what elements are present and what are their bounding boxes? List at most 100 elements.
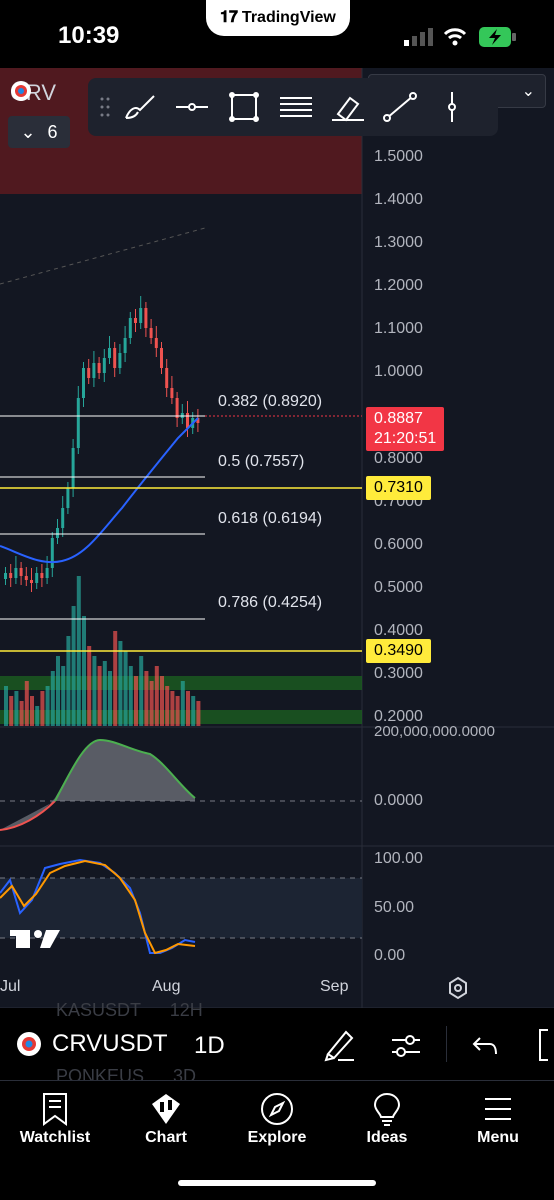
chart-symbol-header[interactable]: CRV xyxy=(10,80,56,106)
time-label: Aug xyxy=(152,978,181,995)
candle-body xyxy=(102,358,106,373)
volume-bar xyxy=(149,681,154,726)
fib-retracement-tool-button[interactable] xyxy=(274,85,318,129)
tab-label: Explore xyxy=(247,1129,307,1146)
candle-body xyxy=(196,418,200,423)
trendline-tool-button[interactable] xyxy=(378,85,422,129)
drawing-toolbar xyxy=(88,78,498,136)
chart-area[interactable]: CRV ⌄ 6 ⌄ 1.5000 1.4000 1.3000 1.2000 1.… xyxy=(0,68,554,1008)
crv-coin-icon xyxy=(17,1032,41,1056)
level-badge-high: 0.7310 xyxy=(366,476,431,500)
volume-bar xyxy=(186,691,190,726)
volume-bar xyxy=(134,676,138,726)
last-price-value: 0.8887 xyxy=(374,410,423,427)
dropdown-chevron-icon: ⌄ xyxy=(521,83,535,100)
volume-bar xyxy=(50,671,55,726)
toolbar-divider xyxy=(446,1026,447,1062)
oscillator-line-negative xyxy=(0,800,56,831)
compass-icon xyxy=(261,1093,293,1125)
tab-ideas[interactable]: Ideas xyxy=(337,1089,437,1147)
tab-chart[interactable]: Chart xyxy=(116,1089,216,1147)
price-label: 1.0000 xyxy=(374,363,423,380)
candle-body xyxy=(97,363,101,373)
vertical-line-icon xyxy=(448,92,456,122)
brush-tool-button[interactable] xyxy=(118,85,162,129)
candle-body xyxy=(160,348,163,368)
volume-bar xyxy=(196,701,201,726)
volume-bar xyxy=(35,706,40,726)
volume-bar xyxy=(45,686,50,726)
candle-body xyxy=(35,573,39,583)
tab-label: Watchlist xyxy=(19,1129,91,1146)
highlighter-icon xyxy=(332,96,364,122)
candle-body xyxy=(134,318,137,323)
horizontal-line-tool-button[interactable] xyxy=(170,85,214,129)
candle-body xyxy=(19,568,23,576)
indicators-sliders-icon[interactable] xyxy=(390,1030,422,1060)
tab-watchlist[interactable]: Watchlist xyxy=(5,1089,105,1147)
lightbulb-icon xyxy=(373,1092,401,1126)
candle-body xyxy=(128,318,132,338)
crv-coin-icon xyxy=(11,81,31,101)
interval-selector[interactable]: 1D xyxy=(194,1032,225,1059)
price-label: 0.3000 xyxy=(374,665,423,682)
tab-label: Chart xyxy=(145,1129,187,1146)
price-label: 0.6000 xyxy=(374,536,423,553)
candle-body xyxy=(9,573,13,578)
moving-average-line xyxy=(0,417,199,564)
cellular-signal-icon xyxy=(404,28,433,46)
candle-body xyxy=(123,338,127,353)
candle-body xyxy=(4,573,7,579)
stoch-band xyxy=(0,878,362,938)
volume-bar xyxy=(66,636,71,726)
highlighter-tool-button[interactable] xyxy=(326,85,370,129)
candle-body xyxy=(66,488,70,508)
volume-bar xyxy=(170,691,175,726)
last-price-badge: 0.8887 21:20:51 xyxy=(366,407,445,451)
drawing-tools-pen-icon[interactable] xyxy=(324,1028,356,1062)
stoch-axis-label: 50.00 xyxy=(374,899,415,916)
volume-bar xyxy=(30,696,34,726)
candle-body xyxy=(45,568,49,578)
fib-label-05: 0.5 (0.7557) xyxy=(218,453,305,470)
undo-icon[interactable] xyxy=(472,1032,500,1058)
candle-body xyxy=(61,508,65,528)
stoch-axis-label: 100.00 xyxy=(374,850,423,867)
dashed-trendline xyxy=(0,227,206,285)
volume-bar xyxy=(40,691,45,726)
volume-bar xyxy=(19,701,24,726)
volume-bar xyxy=(175,696,180,726)
vertical-line-tool-button[interactable] xyxy=(430,85,474,129)
fullscreen-icon[interactable] xyxy=(536,1028,554,1062)
candle-body xyxy=(24,576,28,580)
drag-handle-icon[interactable] xyxy=(100,95,110,119)
candle-body xyxy=(149,328,153,338)
brush-icon xyxy=(125,95,155,119)
candle-body xyxy=(170,388,174,398)
volume-bar xyxy=(97,666,102,726)
price-label: 0.2000 xyxy=(374,708,423,725)
fib-retracement-icon xyxy=(280,97,312,117)
symbol-selector[interactable]: CRVUSDT xyxy=(16,1030,168,1058)
chart-canvas[interactable] xyxy=(0,68,554,1008)
chart-settings-icon[interactable] xyxy=(446,976,470,1000)
candle-body xyxy=(175,398,179,418)
price-label: 1.5000 xyxy=(374,148,423,165)
tradingview-pill: 𝟏𝟕 TradingView xyxy=(206,0,350,36)
volume-bar xyxy=(165,686,170,726)
tradingview-logo-icon: 𝟏𝟕 xyxy=(220,9,238,26)
tab-menu[interactable]: Menu xyxy=(448,1089,548,1147)
candle-body xyxy=(82,368,85,398)
ghost-watchlist-row: KASUSDT 12H xyxy=(56,1000,203,1021)
price-label: 1.1000 xyxy=(374,320,423,337)
candle-body xyxy=(56,528,59,538)
indicators-toggle-button[interactable]: ⌄ 6 xyxy=(8,116,70,148)
price-label: 0.4000 xyxy=(374,622,423,639)
symbol-label: CRVUSDT xyxy=(52,1030,168,1057)
ghost-symbol: KASUSDT xyxy=(56,1000,141,1020)
rectangle-tool-button[interactable] xyxy=(222,85,266,129)
fib-label-0382: 0.382 (0.8920) xyxy=(218,393,323,410)
tab-explore[interactable]: Explore xyxy=(227,1089,327,1147)
stoch-axis-label: 0.00 xyxy=(374,947,406,964)
time-label: Sep xyxy=(320,978,349,995)
